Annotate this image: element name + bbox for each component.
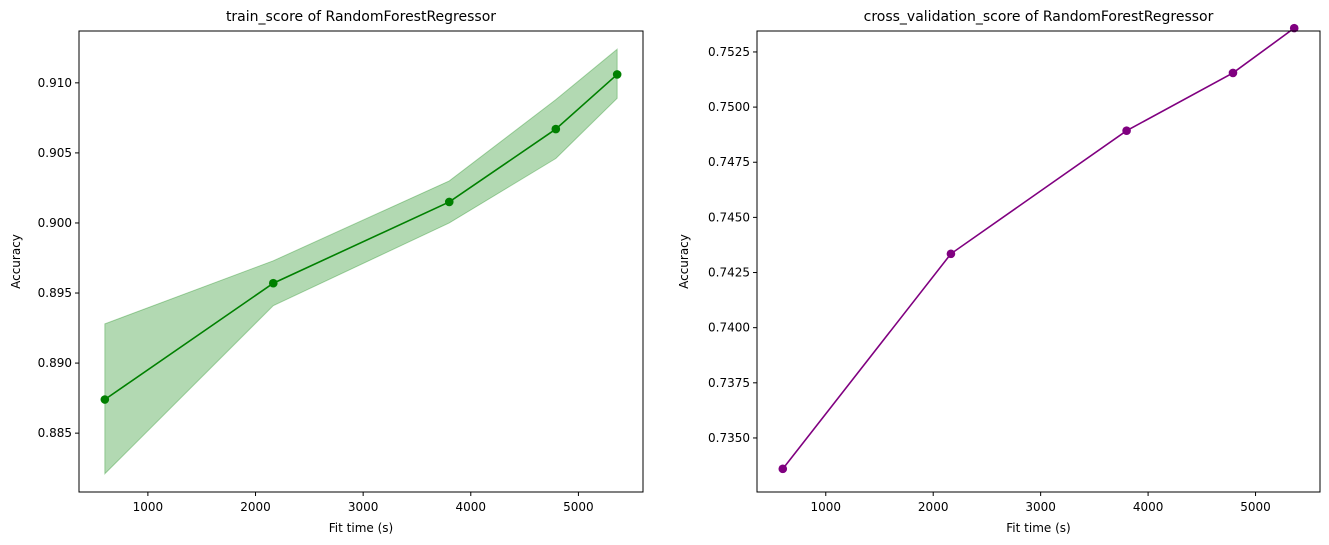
x-tick-label: 2000 (240, 500, 271, 514)
x-tick-label: 3000 (348, 500, 379, 514)
y-tick-label: 0.895 (38, 286, 72, 300)
x-tick-label: 1000 (133, 500, 164, 514)
x-tick-label: 4000 (1133, 500, 1164, 514)
data-point (268, 278, 278, 288)
data-point (551, 124, 561, 134)
y-tick-label: 0.885 (38, 426, 72, 440)
y-tick-label: 0.900 (38, 216, 72, 230)
chart-title: train_score of RandomForestRegressor (226, 9, 496, 25)
data-point (1122, 126, 1131, 135)
data-point (778, 464, 788, 474)
y-tick-label: 0.7500 (708, 100, 750, 114)
y-tick-label: 0.7400 (708, 321, 750, 335)
y-tick-label: 0.7375 (708, 376, 750, 390)
y-tick-label: 0.7350 (708, 431, 750, 445)
data-point (100, 395, 110, 404)
y-tick-label: 0.7450 (708, 210, 750, 224)
y-tick-label: 0.7525 (708, 45, 750, 59)
y-tick-label: 0.890 (38, 356, 72, 370)
y-tick-label: 0.7475 (708, 155, 750, 169)
chart-title: cross_validation_score of RandomForestRe… (864, 9, 1214, 25)
x-axis-label: Fit time (s) (329, 521, 393, 535)
x-axis-label: Fit time (s) (1006, 521, 1070, 535)
y-tick-label: 0.905 (38, 146, 72, 160)
data-point (1228, 68, 1238, 78)
x-tick-label: 3000 (1025, 500, 1056, 514)
x-tick-label: 1000 (810, 500, 841, 514)
series-line (782, 27, 1295, 470)
x-tick-label: 4000 (456, 500, 487, 514)
chart-1: 1000 2000 3000 4000 5000 0.885 0.890 0.895 0.900… (9, 9, 644, 535)
std-band (104, 48, 618, 475)
data-point (444, 197, 454, 207)
x-tick-label: 5000 (563, 500, 594, 514)
y-tick-label: 0.7425 (708, 266, 750, 280)
data-point (612, 70, 622, 79)
x-tick-label: 5000 (1240, 500, 1271, 514)
axes-frame (78, 30, 644, 493)
chart-2: 1000 2000 3000 4000 5000 0.7350 0.7375 0.7400 0.… (677, 9, 1321, 535)
data-point (1289, 23, 1299, 33)
y-axis-label: Accuracy (9, 234, 23, 289)
axes-frame (756, 30, 1321, 493)
y-tick-label: 0.910 (38, 76, 72, 90)
x-tick-label: 2000 (918, 500, 949, 514)
data-point (946, 249, 956, 259)
y-axis-label: Accuracy (677, 234, 691, 289)
